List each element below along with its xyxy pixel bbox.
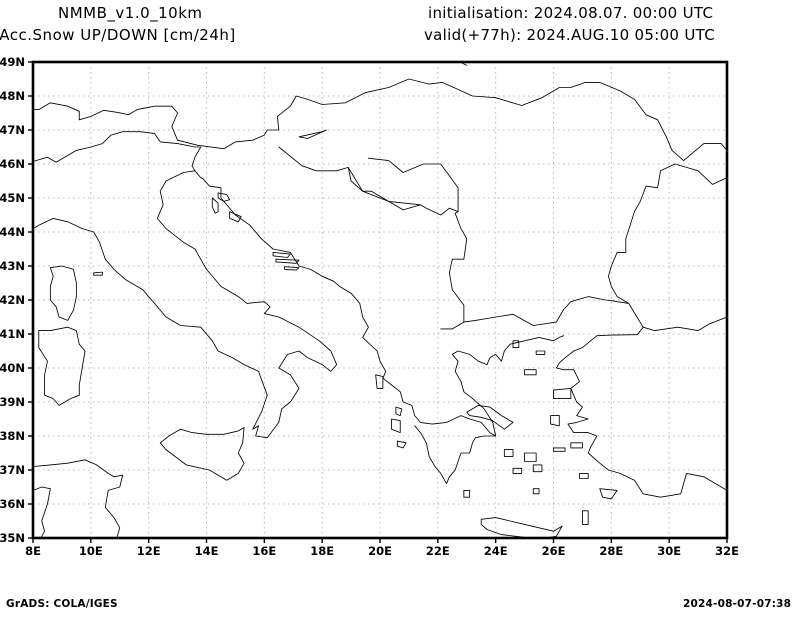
coastline-path [211,197,219,214]
x-axis-labels: 8E 10E 12E 14E 16E 18E 20E 22E 24E 26E 28E 30E 32E [25,544,739,558]
y-tick-label: 43N [0,259,25,273]
coastline-path [535,350,546,355]
coastline-path [480,517,563,538]
coastline-path [532,464,543,473]
model-title: NMMB_v1.0_10km [58,4,203,22]
coastline-path [275,258,300,264]
coastline-path [159,427,245,481]
x-tick-label: 30E [657,544,681,558]
y-axis-labels: 35N 36N 37N 38N 39N 40N 41N 42N 43N 44N 45N 46N 47N 4… [0,55,25,545]
coastline-path [550,415,560,427]
coastline-path [396,440,407,449]
x-tick-label: 20E [368,544,392,558]
x-tick-label: 32E [715,544,739,558]
coastline-path [93,271,103,276]
x-tick-label: 8E [25,544,41,558]
coastline-path [49,265,77,321]
render-timestamp: 2024-08-07-07:38 [683,598,792,610]
coastline-path [563,296,630,310]
coastline-path [272,251,291,258]
x-tick-label: 28E [599,544,623,558]
coastline-path [156,170,338,439]
x-tick-label: 24E [484,544,508,558]
coastline-path [194,170,387,379]
y-tick-label: 40N [0,361,25,375]
x-tick-label: 22E [426,544,450,558]
x-tick-label: 10E [79,544,103,558]
coastline-path [503,449,514,457]
coastlines-and-borders [33,62,727,538]
coastline-path [581,510,589,525]
coastline-path [298,129,327,139]
chart-header: NMMB_v1.0_10km n Acc.Snow UP/DOWN [cm/24… [0,0,800,56]
field-title: n Acc.Snow UP/DOWN [cm/24h] [0,26,236,44]
coastline-path [453,81,727,162]
coastline-path [599,488,618,500]
coastline-path [33,217,268,430]
grid-lines [33,62,727,538]
valid-time: valid(+77h): 2024.AUG.10 05:00 UTC [424,26,715,44]
x-tick-label: 18E [310,544,334,558]
y-tick-label: 38N [0,429,25,443]
coastline-path [217,192,231,202]
coastline-path [532,488,540,495]
coastline-path [524,452,537,462]
axis-ticks [28,61,728,543]
coastline-path [33,131,202,172]
coastline-path [33,486,51,538]
coastline-path [512,340,520,349]
x-tick-label: 26E [542,544,566,558]
coastline-path [33,78,455,150]
coastline-path [570,442,583,449]
y-tick-label: 36N [0,497,25,511]
coastline-path [284,266,300,271]
coastline-path [553,387,572,400]
coastline-path [395,406,403,417]
coastline-path [448,211,468,323]
y-tick-label: 47N [0,123,25,137]
x-tick-label: 16E [252,544,276,558]
coastline-path [512,467,523,474]
coastline-path [459,62,468,66]
coastline-path [440,309,565,330]
coastline-path [524,369,537,376]
y-tick-label: 46N [0,157,25,171]
coastline-path [33,459,124,538]
x-tick-label: 12E [137,544,161,558]
y-tick-label: 35N [0,531,25,545]
coastline-path [555,326,727,498]
coastline-path [463,489,471,498]
y-tick-label: 41N [0,327,25,341]
coastline-path [579,472,589,479]
grads-credit: GrADS: COLA/IGES [6,598,118,610]
coastline-path [466,404,514,430]
coastline-path [391,418,401,434]
coastline-path [375,374,384,389]
y-tick-label: 42N [0,293,25,307]
y-tick-label: 49N [0,55,25,69]
y-tick-label: 44N [0,225,25,239]
coastline-path [229,211,242,223]
coastline-path [38,326,86,406]
coastline-path [382,377,497,485]
y-tick-label: 39N [0,395,25,409]
coastline-path [608,163,727,332]
x-tick-label: 14E [195,544,219,558]
initialisation-time: initialisation: 2024.08.07. 00:00 UTC [428,4,714,22]
y-tick-label: 45N [0,191,25,205]
coastline-path [451,335,565,437]
coastline-path [347,166,421,206]
coastline-path [553,447,566,452]
y-tick-label: 48N [0,89,25,103]
y-tick-label: 37N [0,463,25,477]
